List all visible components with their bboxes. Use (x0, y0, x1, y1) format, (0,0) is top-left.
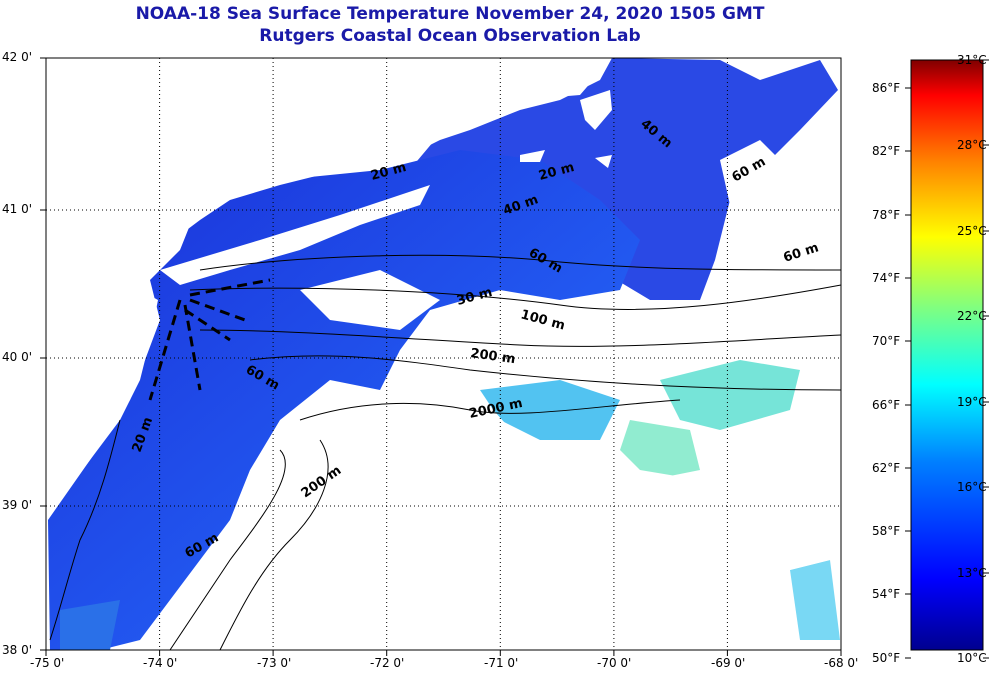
colorbar-f-label: 74°F (872, 271, 901, 285)
map-title: NOAA-18 Sea Surface Temperature November… (135, 4, 765, 24)
contour-label: 200 m (469, 346, 516, 367)
y-tick-label: 42 0' (2, 50, 33, 64)
colorbar-c-label: 16°C (957, 480, 987, 494)
colorbar-c-label: 19°C (957, 395, 987, 409)
x-tick-label: -71 0' (484, 656, 519, 670)
x-tick-label: -70 0' (597, 656, 632, 670)
colorbar-f-label: 62°F (872, 461, 901, 475)
y-tick-label: 38 0' (2, 643, 33, 657)
y-tick-label: 40 0' (2, 350, 33, 364)
shipping-lanes (148, 278, 271, 401)
x-tick-label: -69 0' (711, 656, 746, 670)
x-tick-label: -73 0' (257, 656, 292, 670)
colorbar-c-label: 22°C (957, 309, 987, 323)
colorbar-f-label: 78°F (872, 208, 901, 222)
colorbar-c-label: 31°C (957, 53, 987, 67)
colorbar-c-label: 13°C (957, 566, 987, 580)
x-tick-label: -75 0' (30, 656, 65, 670)
colorbar-f-label: 58°F (872, 524, 901, 538)
colorbar-c-label: 10°C (957, 651, 987, 665)
colorbar (910, 59, 984, 651)
map-border (45, 57, 842, 651)
colorbar-f-label: 82°F (872, 144, 901, 158)
colorbar-f-label: 54°F (872, 587, 901, 601)
bathymetry-contours (49, 254, 842, 651)
colorbar-f-label: 50°F (872, 651, 901, 665)
colorbar-f-label: 66°F (872, 398, 901, 412)
colorbar-ticks (905, 59, 989, 659)
colorbar-c-label: 25°C (957, 224, 987, 238)
x-tick-label: -72 0' (370, 656, 405, 670)
x-tick-label: -68 0' (824, 656, 859, 670)
y-tick-label: 41 0' (2, 202, 33, 216)
colorbar-c-label: 28°C (957, 138, 987, 152)
x-tick-label: -74 0' (143, 656, 178, 670)
graticule (46, 58, 841, 650)
colorbar-f-label: 86°F (872, 81, 901, 95)
map-subtitle: Rutgers Coastal Ocean Observation Lab (259, 26, 641, 46)
tick-marks (40, 57, 842, 656)
y-tick-label: 39 0' (2, 498, 33, 512)
colorbar-f-label: 70°F (872, 334, 901, 348)
